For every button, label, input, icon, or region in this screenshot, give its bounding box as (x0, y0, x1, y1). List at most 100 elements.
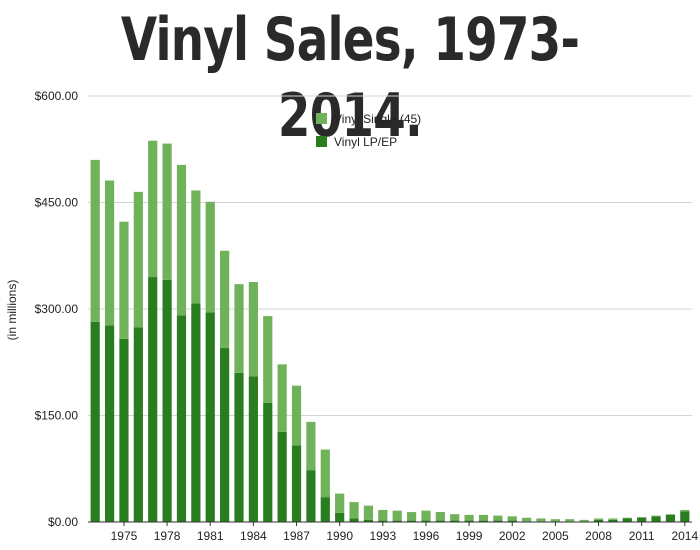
bar-single-1975 (119, 221, 129, 339)
bar-lp-1993 (378, 520, 388, 522)
bar-lp-1976 (133, 327, 143, 522)
bar-single-1981 (205, 201, 215, 313)
bar-single-1976 (133, 191, 143, 328)
bar-lp-1991 (349, 518, 359, 522)
x-tick-label: 2008 (585, 529, 612, 543)
bar-single-1973 (90, 159, 100, 322)
bar-single-2001 (493, 515, 503, 521)
x-tick-label: 1978 (154, 529, 181, 543)
bar-lp-2001 (493, 520, 503, 522)
bar-lp-2000 (478, 520, 489, 522)
bar-lp-1980 (191, 303, 201, 522)
bar-lp-2010 (622, 518, 632, 522)
legend-label: Vinyl LP/EP (334, 135, 397, 149)
x-tick-label: 1984 (240, 529, 267, 543)
legend: Vinyl Single (45) Vinyl LP/EP (316, 112, 421, 149)
bar-single-1996 (421, 510, 431, 521)
x-tick-label: 1981 (197, 529, 224, 543)
x-tick-label: 2011 (629, 529, 655, 543)
y-tick-label: $150.00 (35, 409, 79, 423)
bar-single-1995 (406, 512, 417, 521)
bar-single-2007 (579, 519, 589, 522)
y-axis-label: (in millions) (5, 280, 19, 341)
bar-lp-1998 (450, 520, 460, 522)
bars (90, 140, 690, 522)
bar-lp-1997 (435, 520, 445, 522)
bar-lp-1975 (119, 338, 129, 522)
bar-lp-1996 (421, 520, 431, 522)
gridlines (88, 95, 692, 416)
x-tick-label: 1993 (369, 529, 396, 543)
bar-single-2012 (651, 515, 661, 517)
x-tick-label: 1996 (413, 529, 440, 543)
bar-single-2014 (680, 509, 690, 512)
bar-single-2005 (550, 519, 560, 522)
x-tick-label: 1975 (111, 529, 138, 543)
bar-lp-1995 (406, 520, 417, 522)
bar-lp-1977 (148, 277, 158, 522)
bar-single-1990 (335, 493, 345, 513)
bar-single-1984 (248, 282, 258, 377)
x-tick-label: 1987 (283, 529, 310, 543)
bar-single-2011 (637, 517, 647, 518)
bar-single-1989 (320, 449, 330, 498)
bar-lp-1994 (392, 520, 402, 522)
bar-lp-1982 (220, 348, 230, 522)
y-tick-label: $450.00 (35, 196, 79, 210)
bar-lp-1981 (205, 312, 215, 522)
bar-single-1977 (148, 140, 158, 278)
bar-lp-2013 (665, 514, 676, 522)
bar-single-1987 (291, 385, 302, 446)
bar-lp-1985 (263, 402, 273, 522)
bar-lp-1984 (248, 376, 258, 522)
bar-lp-1987 (291, 445, 302, 522)
legend-swatch (316, 136, 327, 147)
bar-lp-2008 (593, 519, 604, 522)
bar-single-1978 (162, 143, 172, 280)
axes: $0.00 $150.00 $300.00 $450.00 $600.00 1975 197… (35, 89, 699, 543)
bar-single-1982 (220, 250, 230, 349)
legend-swatch (316, 113, 327, 124)
bar-single-1997 (435, 512, 445, 521)
bar-single-1983 (234, 284, 244, 373)
bar-lp-1999 (464, 520, 474, 522)
bar-lp-1979 (176, 315, 187, 522)
x-tick-label: 2014 (671, 529, 698, 543)
bar-lp-1988 (306, 470, 316, 522)
bar-lp-2011 (637, 517, 647, 522)
bar-lp-1974 (104, 325, 115, 522)
bar-single-1993 (378, 509, 388, 521)
bar-lp-2012 (651, 516, 661, 522)
bar-lp-1986 (277, 431, 287, 522)
y-tick-label: $300.00 (35, 302, 79, 316)
bar-single-1986 (277, 364, 287, 432)
bar-single-1985 (263, 316, 273, 403)
bar-lp-1983 (234, 372, 244, 522)
bar-lp-1989 (320, 497, 330, 522)
x-tick-label: 2002 (499, 529, 526, 543)
bar-single-2010 (622, 517, 632, 519)
bar-single-1991 (349, 502, 359, 519)
bar-lp-1990 (335, 512, 345, 522)
legend-label: Vinyl Single (45) (334, 112, 421, 126)
bar-single-2002 (507, 516, 517, 521)
bar-lp-2002 (507, 520, 517, 522)
bar-single-2008 (593, 518, 604, 520)
chart-title: Vinyl Sales, 1973-2014. (120, 5, 580, 151)
bar-single-2013 (665, 514, 676, 515)
bar-single-2003 (522, 517, 532, 522)
bar-single-1992 (363, 505, 374, 520)
x-tick-label: 1999 (456, 529, 483, 543)
bar-single-2006 (565, 519, 575, 522)
bar-single-1979 (176, 164, 187, 316)
bar-single-2004 (536, 518, 546, 522)
bar-single-2009 (608, 518, 618, 520)
bar-lp-1978 (162, 279, 172, 522)
bar-lp-2014 (680, 511, 690, 522)
bar-single-1988 (306, 421, 316, 471)
bar-lp-1992 (363, 519, 374, 522)
bar-single-1999 (464, 514, 474, 521)
y-tick-label: $0.00 (48, 515, 78, 529)
bar-lp-2009 (608, 519, 618, 522)
bar-single-2000 (478, 514, 489, 521)
